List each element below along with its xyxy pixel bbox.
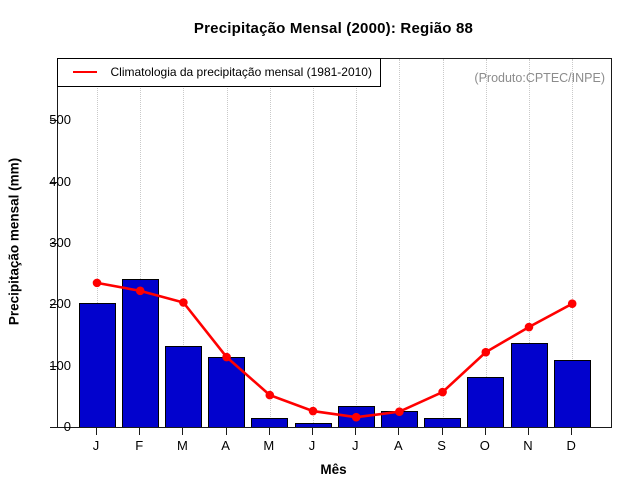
legend-box: Climatologia da precipitação mensal (198… [56, 57, 381, 87]
y-tick-label-100: 100 [49, 357, 71, 373]
gridline-J0 [97, 59, 98, 427]
bar-O-10 [467, 377, 505, 427]
gridline-J6 [356, 59, 358, 427]
climatology-point-J-1 [92, 278, 102, 288]
plot-area: Climatologia da precipitação mensal (198… [49, 57, 612, 428]
x-tick-label-F2: F [135, 438, 144, 453]
x-tick-O10 [484, 427, 486, 435]
x-tick-label-A8: A [394, 438, 403, 453]
climatology-point-D-12 [567, 299, 577, 309]
climatology-point-A-4 [222, 352, 231, 362]
chart-title: Precipitação Mensal (2000): Região 88 [193, 20, 474, 37]
y-tick-400 [49, 181, 57, 183]
source-annotation: (Produto:CPTEC/INPE) [474, 71, 605, 85]
gridline-S8 [442, 59, 444, 427]
x-tick-label-D12: D [566, 438, 576, 453]
bar-M-5 [251, 418, 289, 427]
bar-J-1 [78, 303, 116, 427]
climatology-line-layer [92, 278, 577, 422]
gridline-M4 [269, 59, 271, 427]
x-tick-M5 [268, 427, 270, 435]
x-tick-label-M3: M [176, 438, 188, 453]
climatology-line [96, 281, 573, 419]
bar-S-9 [424, 418, 462, 427]
y-tick-label-200: 200 [49, 296, 71, 312]
y-tick-200 [49, 304, 57, 306]
legend-line-swatch [72, 71, 97, 73]
gridline-J5 [313, 59, 314, 427]
climatology-point-O-10 [481, 347, 491, 357]
y-tick-0 [49, 427, 57, 428]
gridline-N10 [529, 59, 530, 427]
x-tick-J7 [355, 427, 357, 435]
x-tick-label-J7: J [351, 438, 359, 453]
y-tick-500 [49, 120, 57, 122]
y-tick-label-0: 0 [63, 419, 71, 434]
climatology-point-A-8 [395, 407, 404, 416]
x-tick-S9 [441, 427, 443, 435]
y-tick-300 [49, 243, 57, 244]
climatology-point-M-5 [265, 390, 275, 400]
x-tick-J6 [312, 427, 313, 435]
gridline-A3 [226, 59, 228, 427]
x-tick-label-J1: J [92, 438, 100, 453]
gridline-D11 [572, 59, 574, 427]
legend-label: Climatologia da precipitação mensal (198… [110, 65, 372, 79]
x-tick-label-N11: N [523, 438, 533, 453]
y-tick-label-500: 500 [49, 112, 71, 128]
gridline-A7 [399, 59, 401, 427]
gridline-O9 [485, 59, 487, 427]
x-tick-label-S9: S [437, 438, 446, 453]
x-tick-label-A4: A [221, 438, 230, 453]
y-tick-label-400: 400 [49, 173, 71, 189]
x-tick-label-M5: M [263, 438, 275, 453]
y-tick-100 [49, 365, 57, 367]
x-tick-A8 [398, 427, 400, 435]
y-axis-label: Precipitação mensal (mm) [6, 157, 22, 326]
gridline-M2 [183, 59, 185, 427]
climatology-point-N-11 [524, 322, 534, 332]
x-tick-N11 [528, 427, 529, 435]
x-tick-M3 [182, 427, 184, 435]
climatology-point-F-2 [135, 286, 145, 296]
x-tick-label-O10: O [479, 438, 490, 453]
gridline-F1 [140, 59, 142, 427]
y-tick-label-300: 300 [49, 235, 71, 250]
x-tick-F2 [139, 427, 141, 435]
x-tick-J1 [96, 427, 97, 435]
x-tick-D12 [571, 427, 573, 435]
climatology-point-M-3 [179, 298, 188, 307]
x-axis-label: Mês [320, 462, 347, 477]
x-tick-A4 [225, 427, 227, 435]
bar-F-2 [121, 278, 159, 427]
climatology-point-J-7 [351, 412, 361, 422]
bar-M-3 [164, 346, 202, 427]
x-tick-label-J6: J [308, 438, 316, 453]
bar-D-12 [553, 360, 591, 427]
bar-J-6 [294, 422, 332, 427]
climatology-point-J-6 [308, 406, 318, 416]
bar-N-11 [510, 342, 548, 427]
climatology-point-S-9 [438, 387, 447, 397]
